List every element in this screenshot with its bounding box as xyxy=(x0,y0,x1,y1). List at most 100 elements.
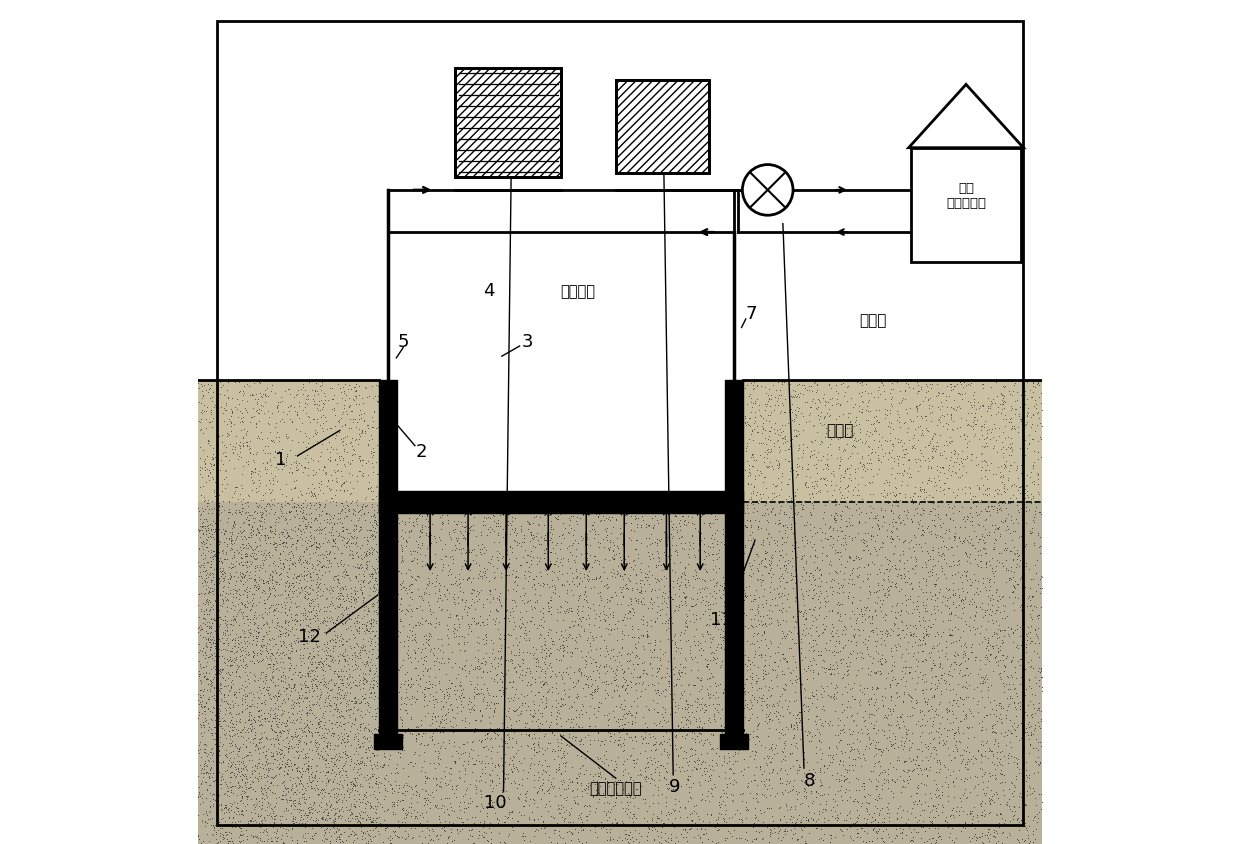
Point xyxy=(321,649,341,663)
Point xyxy=(740,451,760,464)
Point xyxy=(379,500,399,514)
Point xyxy=(336,522,356,536)
Point xyxy=(985,787,1004,801)
Point xyxy=(496,513,516,527)
Point xyxy=(314,552,334,565)
Point xyxy=(911,484,931,497)
Point xyxy=(469,587,489,600)
Point xyxy=(386,712,405,726)
Point xyxy=(647,788,667,802)
Point xyxy=(366,517,386,531)
Point xyxy=(686,598,706,611)
Point xyxy=(604,674,624,687)
Point xyxy=(800,663,820,677)
Point xyxy=(641,511,661,524)
Point xyxy=(797,672,817,685)
Point xyxy=(228,775,248,788)
Point xyxy=(547,712,567,726)
Point xyxy=(250,544,270,558)
Point xyxy=(272,726,291,739)
Point xyxy=(682,652,702,666)
Point xyxy=(620,795,640,809)
Point xyxy=(677,619,697,633)
Point xyxy=(286,570,306,583)
Point xyxy=(348,549,368,563)
Point xyxy=(255,395,275,408)
Point xyxy=(668,834,688,844)
Point xyxy=(926,599,946,613)
Point xyxy=(268,678,288,691)
Point xyxy=(527,498,547,511)
Point xyxy=(290,774,310,787)
Point xyxy=(744,554,764,567)
Point xyxy=(627,670,647,684)
Point xyxy=(1029,736,1049,749)
Point xyxy=(836,657,856,670)
Point xyxy=(991,757,1011,771)
Point xyxy=(908,516,928,529)
Point xyxy=(867,373,887,387)
Point xyxy=(232,648,252,662)
Point xyxy=(263,819,283,832)
Point xyxy=(446,718,466,732)
Point xyxy=(978,684,998,697)
Point xyxy=(1001,690,1021,703)
Point xyxy=(454,682,474,695)
Point xyxy=(314,731,334,744)
Point xyxy=(202,420,222,434)
Point xyxy=(594,804,614,818)
Point xyxy=(605,571,625,584)
Point xyxy=(432,506,451,520)
Point xyxy=(782,827,802,841)
Point xyxy=(799,574,818,587)
Point xyxy=(626,684,646,697)
Point xyxy=(401,591,420,604)
Point xyxy=(440,530,460,544)
Point xyxy=(270,548,290,561)
Point xyxy=(754,659,774,673)
Point xyxy=(769,376,789,389)
Point xyxy=(1011,603,1030,617)
Point xyxy=(215,688,234,701)
Point xyxy=(407,601,427,614)
Point xyxy=(326,452,346,465)
Point xyxy=(365,508,384,522)
Point xyxy=(319,533,339,547)
Point xyxy=(449,537,469,550)
Point xyxy=(598,512,618,526)
Point xyxy=(1003,803,1023,817)
Point xyxy=(329,730,348,744)
Point xyxy=(366,563,386,576)
Point xyxy=(546,538,565,552)
Point xyxy=(553,641,573,655)
Point xyxy=(573,817,593,830)
Point xyxy=(827,810,847,824)
Point xyxy=(392,692,412,706)
Point xyxy=(330,582,350,595)
Point xyxy=(795,724,815,738)
Point xyxy=(610,586,630,599)
Point xyxy=(351,407,371,420)
Point xyxy=(635,761,655,775)
Point xyxy=(547,641,567,655)
Point xyxy=(232,767,252,781)
Point xyxy=(647,538,667,552)
Point xyxy=(327,656,347,669)
Point xyxy=(733,510,753,523)
Point xyxy=(801,380,821,393)
Point xyxy=(923,405,942,419)
Point xyxy=(264,499,284,512)
Point xyxy=(232,825,252,838)
Point xyxy=(647,696,667,710)
Point xyxy=(296,636,316,650)
Point xyxy=(319,696,339,710)
Point xyxy=(293,812,312,825)
Point xyxy=(516,626,536,640)
Point xyxy=(210,589,229,603)
Point xyxy=(817,447,837,461)
Point xyxy=(296,392,316,406)
Point xyxy=(782,390,802,403)
Point xyxy=(326,471,346,484)
Point xyxy=(506,666,526,679)
Point xyxy=(615,578,635,592)
